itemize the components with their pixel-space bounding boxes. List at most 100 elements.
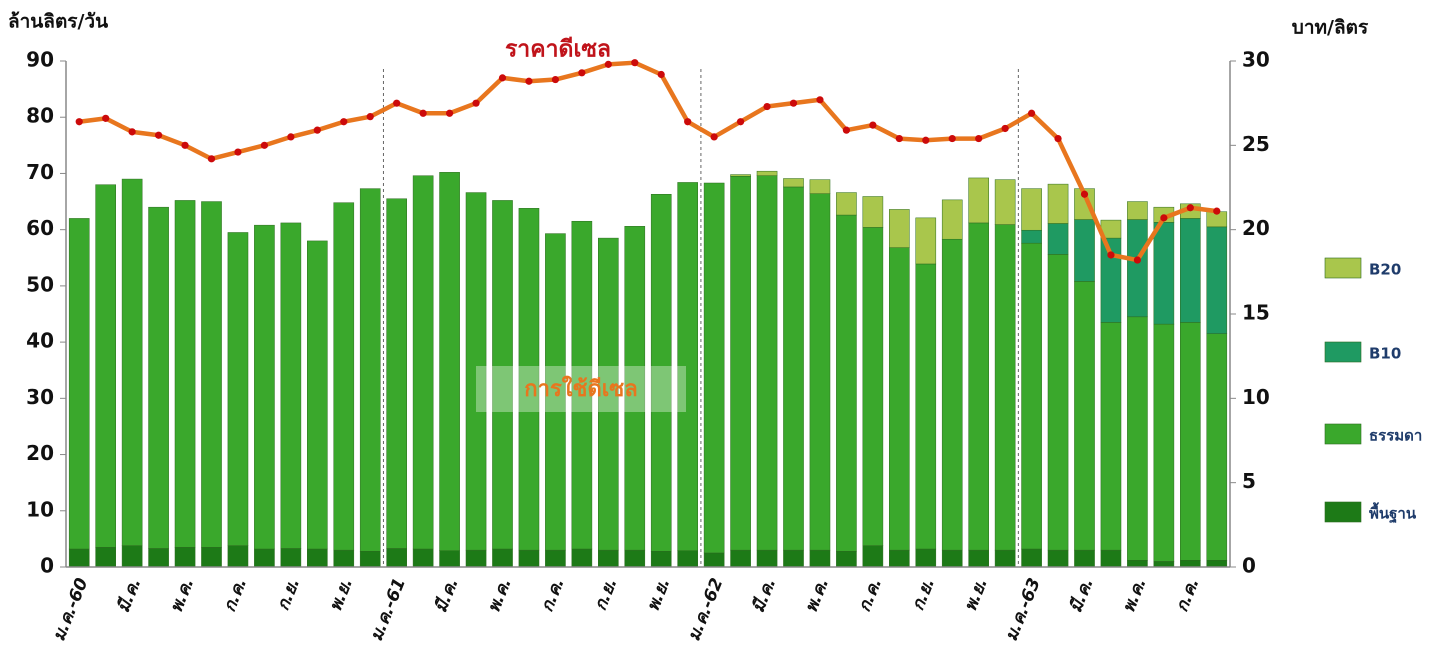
bar-segment bbox=[730, 549, 751, 568]
price-marker bbox=[313, 126, 321, 134]
bar-segment bbox=[1100, 549, 1122, 568]
x-tick-label: มี.ค. bbox=[431, 575, 463, 615]
bar-segment bbox=[1021, 242, 1042, 550]
bar-segment bbox=[1100, 322, 1122, 551]
y2-tick-label: 20 bbox=[1242, 216, 1270, 240]
bar-segment bbox=[439, 172, 460, 551]
bar-segment bbox=[1074, 549, 1095, 568]
x-tick-label: ก.ค. bbox=[1172, 575, 1204, 615]
x-tick-label: ม.ค.-62 bbox=[684, 575, 727, 644]
price-marker bbox=[525, 77, 533, 85]
bar-segment bbox=[730, 174, 751, 177]
bar-segment bbox=[95, 184, 116, 548]
price-marker bbox=[102, 114, 110, 122]
bar-segment bbox=[677, 182, 698, 551]
bar-segment bbox=[1127, 560, 1148, 568]
x-tick-label: มี.ค. bbox=[748, 575, 780, 615]
x-tick-label: ก.ย. bbox=[591, 575, 622, 613]
bar-segment bbox=[1047, 549, 1069, 568]
bar-segment bbox=[836, 551, 857, 568]
price-marker bbox=[287, 133, 295, 141]
bar-segment bbox=[862, 196, 884, 228]
price-marker bbox=[763, 102, 771, 111]
price-marker bbox=[181, 141, 189, 149]
bar-segment bbox=[809, 179, 831, 194]
y-axis-label: ล้านลิตร/วัน bbox=[8, 11, 108, 33]
bar-segment bbox=[1074, 219, 1095, 282]
bar-segment bbox=[1021, 188, 1042, 231]
bar-segment bbox=[121, 545, 143, 568]
bar-segment bbox=[386, 548, 407, 568]
bar-segment bbox=[545, 233, 566, 551]
bar-segment bbox=[1047, 183, 1069, 224]
price-marker bbox=[1160, 214, 1168, 222]
x-tick-label: มี.ค. bbox=[114, 575, 146, 615]
bar-segment bbox=[756, 549, 778, 568]
bar-segment bbox=[571, 548, 593, 568]
bar-segment bbox=[783, 178, 804, 188]
bar-segment bbox=[730, 176, 751, 551]
bar-segment bbox=[1206, 560, 1228, 568]
y2-tick-label: 25 bbox=[1242, 132, 1270, 156]
price-marker bbox=[975, 134, 983, 143]
bar-segment bbox=[783, 549, 804, 568]
legend-swatch bbox=[1324, 501, 1362, 523]
bar-segment bbox=[518, 208, 540, 551]
x-tick-label: พ.ค. bbox=[1119, 575, 1151, 615]
bar-segment bbox=[518, 549, 540, 568]
bar-segment bbox=[598, 237, 619, 551]
bar-segment bbox=[1127, 316, 1148, 561]
y-tick-label: 30 bbox=[26, 385, 54, 409]
bar-segment bbox=[968, 177, 989, 224]
bar-segment bbox=[1021, 229, 1042, 244]
price-marker bbox=[445, 109, 454, 117]
price-line bbox=[78, 60, 1218, 263]
price-marker bbox=[1054, 134, 1062, 143]
price-marker bbox=[1213, 207, 1221, 215]
bar-segment bbox=[941, 549, 963, 568]
bar-segment bbox=[1127, 201, 1148, 220]
bar-segment bbox=[465, 549, 487, 568]
bar-segment bbox=[889, 247, 910, 551]
bar-segment bbox=[1180, 322, 1201, 561]
legend-label: ธรรมดา bbox=[1369, 427, 1422, 445]
bar-segment bbox=[862, 545, 884, 568]
bars bbox=[68, 170, 1228, 568]
price-marker bbox=[393, 99, 401, 107]
price-marker bbox=[1107, 251, 1115, 259]
bar-segment bbox=[545, 549, 566, 568]
bar-segment bbox=[1180, 560, 1201, 568]
bar-segment bbox=[280, 548, 302, 568]
y-tick-label: 10 bbox=[26, 497, 54, 521]
price-marker bbox=[1080, 190, 1089, 198]
bar-segment bbox=[650, 193, 672, 552]
bar-segment bbox=[492, 548, 513, 568]
bar-segment bbox=[201, 201, 222, 548]
annotation-box bbox=[476, 366, 686, 412]
x-tick-label: พ.ย. bbox=[326, 575, 357, 614]
bar-segment bbox=[333, 549, 355, 568]
price-marker bbox=[710, 133, 718, 141]
bar-segment bbox=[1047, 223, 1069, 255]
x-tick-label: ก.ค. bbox=[220, 575, 252, 615]
x-tick-label: มี.ค. bbox=[1066, 575, 1098, 615]
bar-segment bbox=[1206, 333, 1228, 561]
bar-segment bbox=[994, 179, 1016, 225]
y-tick-label: 70 bbox=[26, 160, 54, 184]
bar-segment bbox=[439, 550, 460, 568]
price-marker bbox=[578, 69, 586, 77]
y2-tick-label: 0 bbox=[1242, 554, 1256, 578]
y-tick-label: 50 bbox=[26, 272, 54, 296]
bar-segment bbox=[68, 548, 90, 568]
bar-segment bbox=[412, 175, 434, 550]
bar-segment bbox=[756, 175, 778, 551]
price-marker bbox=[75, 118, 83, 126]
price-marker bbox=[922, 136, 930, 144]
bar-segment bbox=[624, 226, 646, 551]
y-tick-label: 80 bbox=[26, 104, 54, 128]
price-marker bbox=[551, 75, 560, 84]
bar-segment bbox=[862, 227, 884, 546]
y-tick-label: 40 bbox=[26, 329, 54, 353]
price-marker bbox=[657, 70, 665, 79]
x-tick-label: ก.ค. bbox=[855, 575, 887, 615]
